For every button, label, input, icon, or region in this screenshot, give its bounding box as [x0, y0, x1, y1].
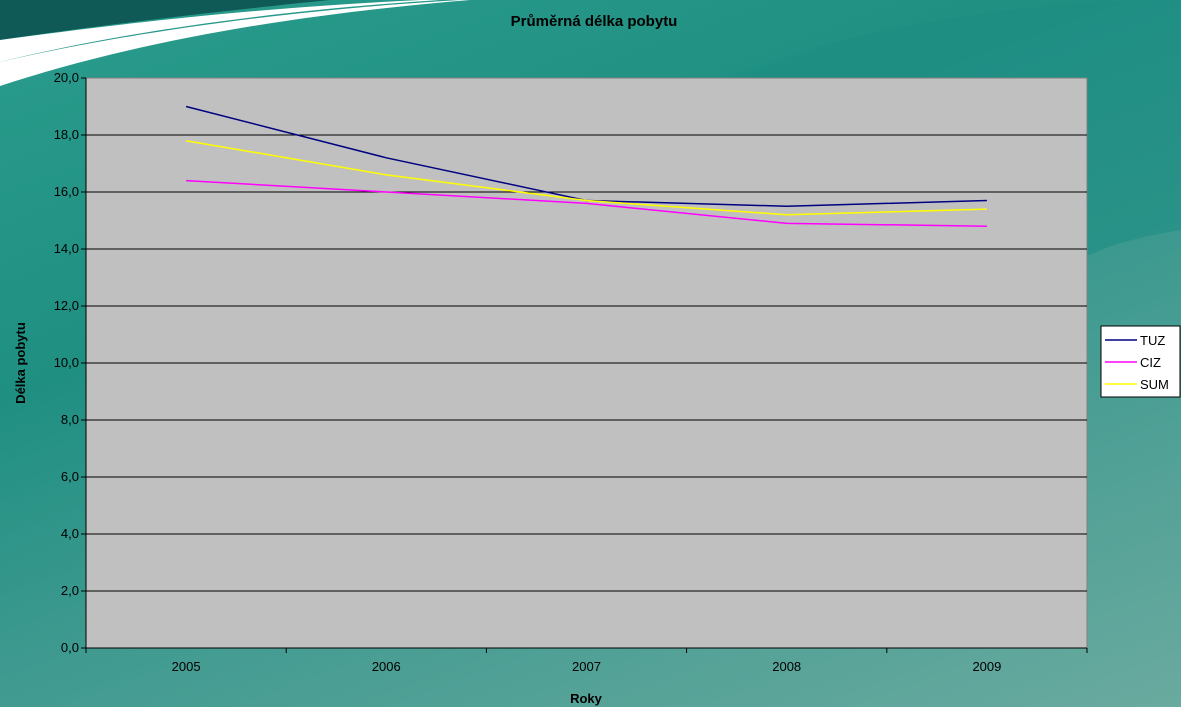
y-tick-label: 12,0	[54, 298, 79, 313]
x-tick-label: 2009	[972, 659, 1001, 674]
x-tick-label: 2008	[772, 659, 801, 674]
y-tick-label: 18,0	[54, 127, 79, 142]
series-line-ciz	[186, 179, 987, 227]
legend: TUZ CIZ SUM	[1100, 325, 1181, 398]
y-tick-label: 2,0	[61, 583, 79, 598]
y-tick-label: 8,0	[61, 412, 79, 427]
series-lines	[185, 105, 987, 227]
x-axis-ticks: 2005 2006 2007 2008 2009	[85, 647, 1088, 674]
y-tick-label: 6,0	[61, 469, 79, 484]
legend-label-tuz: TUZ	[1140, 333, 1165, 348]
y-axis-ticks: 0,0 2,0 4,0 6,0 8,0 10,0 12,0 14,0 16,0 18,0 20,0	[54, 70, 87, 655]
series-line-sum	[185, 139, 987, 216]
chart-title: Průměrná délka pobytu	[511, 13, 678, 30]
y-tick-label: 14,0	[54, 241, 79, 256]
y-axis-title: Délka pobytu	[13, 322, 28, 404]
gridlines	[86, 134, 1087, 592]
x-tick-label: 2005	[172, 659, 201, 674]
x-tick-label: 2006	[372, 659, 401, 674]
y-tick-label: 16,0	[54, 184, 79, 199]
legend-label-ciz: CIZ	[1140, 355, 1161, 370]
legend-label-sum: SUM	[1140, 377, 1169, 392]
x-tick-label: 2007	[572, 659, 601, 674]
y-tick-label: 20,0	[54, 70, 79, 85]
y-tick-label: 10,0	[54, 355, 79, 370]
y-tick-label: 0,0	[61, 640, 79, 655]
x-axis-title: Roky	[570, 691, 603, 706]
y-tick-label: 4,0	[61, 526, 79, 541]
